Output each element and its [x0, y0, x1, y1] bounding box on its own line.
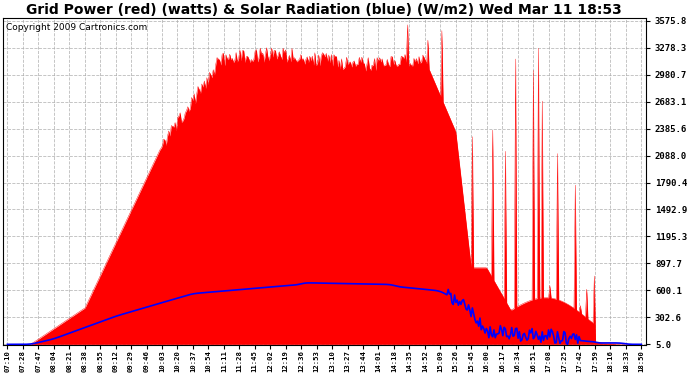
Title: Grid Power (red) (watts) & Solar Radiation (blue) (W/m2) Wed Mar 11 18:53: Grid Power (red) (watts) & Solar Radiati… [26, 3, 622, 17]
Text: Copyright 2009 Cartronics.com: Copyright 2009 Cartronics.com [6, 23, 147, 32]
